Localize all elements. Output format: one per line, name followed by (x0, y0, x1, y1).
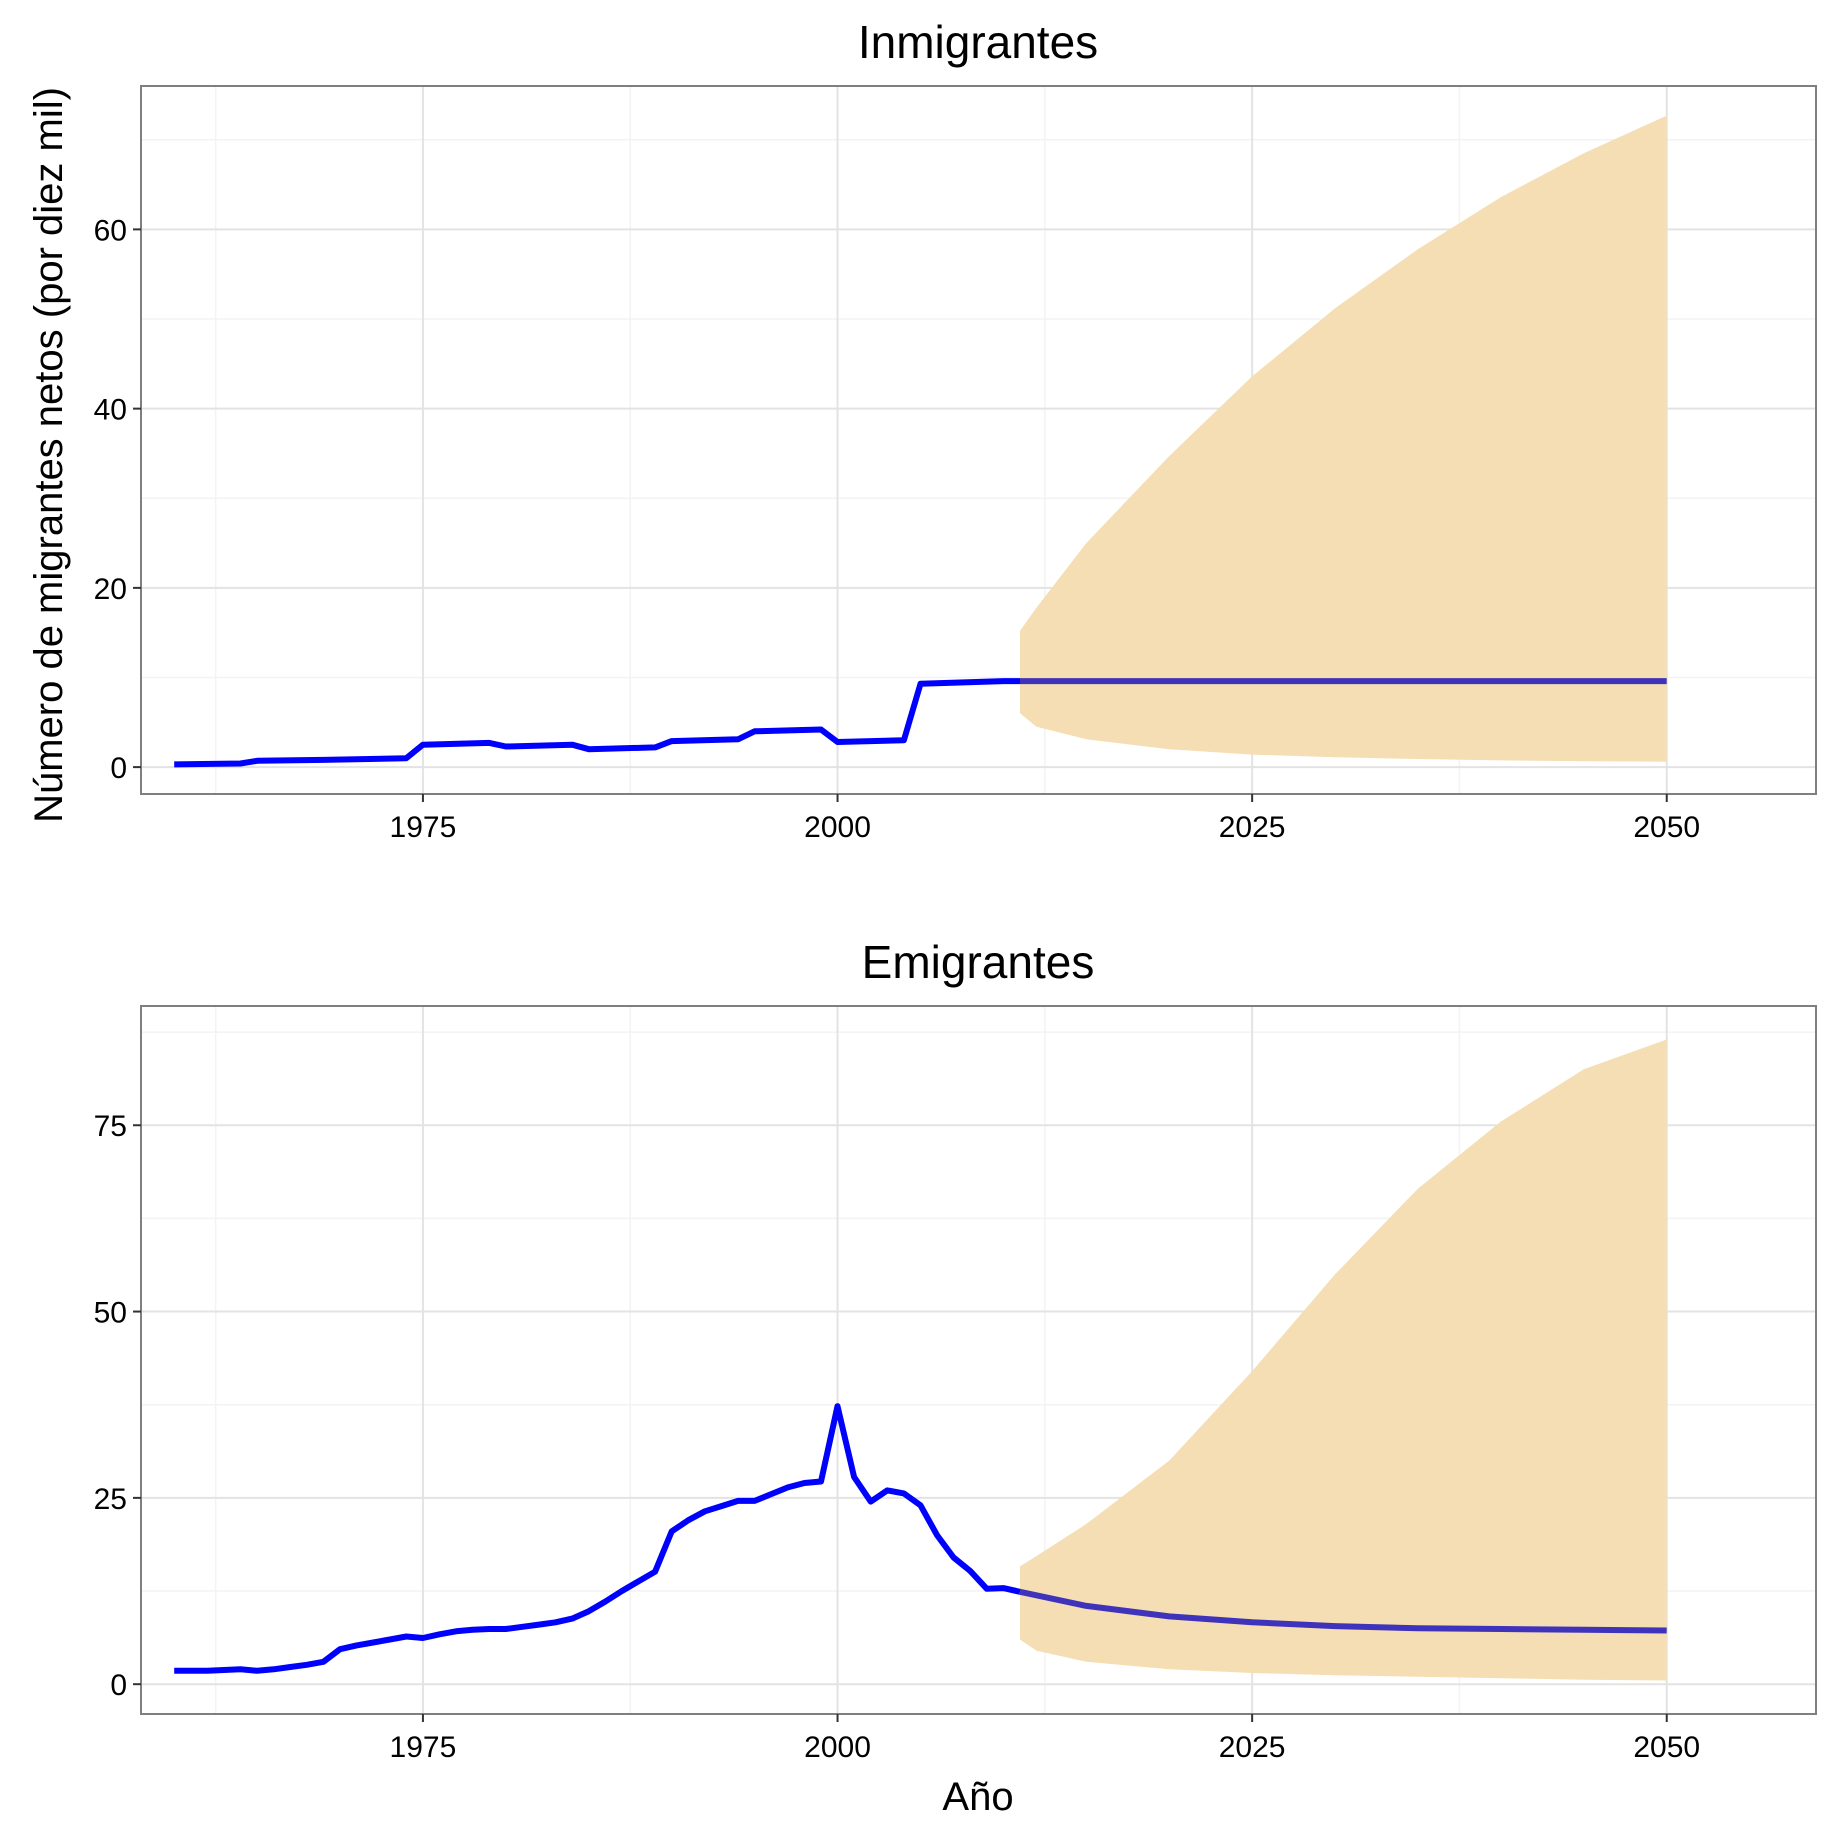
projection-median-line (1019, 1588, 1667, 1634)
x-tick-label: 1975 (390, 811, 457, 844)
y-tick-label: 25 (94, 1483, 127, 1516)
series-lines-emigrantes (174, 1403, 1667, 1674)
panel-title-emigrantes: Emigrantes (862, 936, 1095, 988)
panel-emigrantes: Emigrantes 1975 2000 2025 2050 0 25 50 75 (94, 936, 1817, 1764)
axis-ticks-emigrantes: 1975 2000 2025 2050 0 25 50 75 (94, 1110, 1700, 1764)
x-axis-title: Año (942, 1775, 1013, 1819)
projection-band-inmigrantes (1020, 115, 1667, 762)
panel-border-inmigrantes (140, 85, 1817, 795)
y-tick-label: 75 (94, 1110, 127, 1143)
x-tick-label: 2050 (1633, 1731, 1700, 1764)
panel-inmigrantes: Inmigrantes 1975 2000 2025 2050 0 20 40 60 (94, 16, 1817, 844)
observed-series-line (174, 1403, 1021, 1674)
projection-interval-band (1020, 115, 1667, 762)
y-tick-label: 0 (110, 1669, 127, 1702)
panel-title-inmigrantes: Inmigrantes (858, 16, 1098, 68)
y-tick-label: 20 (94, 573, 127, 606)
series-lines-inmigrantes (174, 678, 1667, 768)
y-tick-label: 0 (110, 752, 127, 785)
x-tick-label: 2025 (1219, 1731, 1286, 1764)
projection-interval-band (1020, 1039, 1667, 1681)
x-tick-label: 2000 (804, 811, 871, 844)
x-tick-label: 2025 (1219, 811, 1286, 844)
y-axis-title: Número de migrantes netos (por diez mil) (27, 87, 71, 823)
x-tick-label: 1975 (390, 1731, 457, 1764)
axis-ticks-inmigrantes: 1975 2000 2025 2050 0 20 40 60 (94, 214, 1700, 844)
x-tick-label: 2050 (1633, 811, 1700, 844)
y-tick-label: 60 (94, 214, 127, 247)
observed-series-line (174, 678, 1020, 768)
projection-band-emigrantes (1020, 1039, 1667, 1681)
y-tick-label: 50 (94, 1297, 127, 1330)
panel-border-emigrantes (140, 1005, 1817, 1715)
x-tick-label: 2000 (804, 1731, 871, 1764)
y-tick-label: 40 (94, 394, 127, 427)
